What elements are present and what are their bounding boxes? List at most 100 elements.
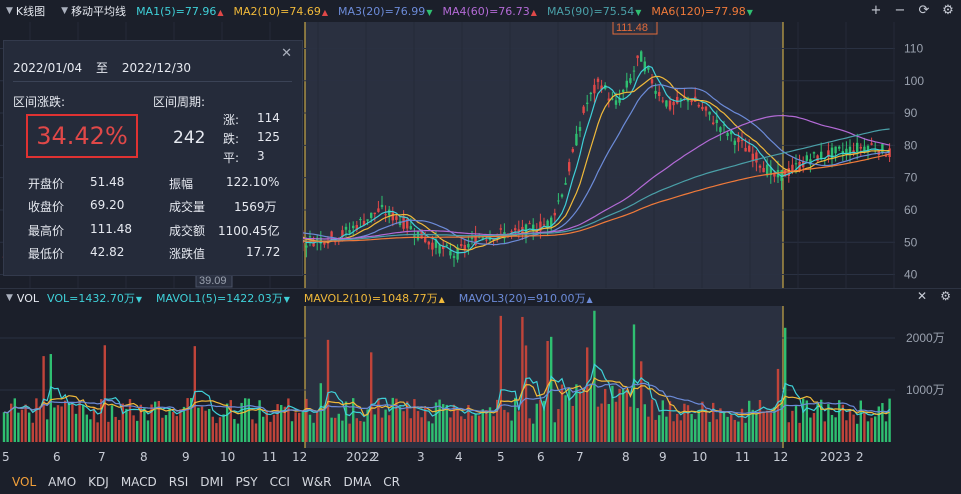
candle bbox=[398, 221, 402, 225]
candle bbox=[370, 212, 373, 218]
volume-legend-item: MAVOL1(5)=1422.03万▼ bbox=[156, 292, 290, 305]
ma-legend-item[interactable]: MA2(10)=74.69▲ bbox=[234, 5, 328, 18]
volume-bar bbox=[676, 413, 679, 442]
volume-bar bbox=[272, 414, 276, 442]
tab-vol[interactable]: VOL bbox=[12, 475, 37, 489]
settings-button[interactable]: ⚙ bbox=[942, 3, 954, 18]
end-date: 2022/12/30 bbox=[121, 61, 192, 75]
volume-bar bbox=[305, 398, 308, 442]
ma-legend-label: MA4(60)=76.73 bbox=[442, 4, 530, 18]
volume-bar bbox=[391, 397, 394, 442]
candle bbox=[679, 98, 682, 100]
ma-legend-item[interactable]: MA3(20)=76.99▼ bbox=[338, 5, 432, 18]
volume-bar bbox=[758, 400, 762, 442]
zoom-in-button[interactable]: + bbox=[870, 3, 882, 18]
volume-bar bbox=[809, 417, 812, 442]
volume-bar bbox=[755, 413, 758, 442]
volume-bar bbox=[233, 419, 236, 442]
volume-bar bbox=[553, 422, 556, 442]
tab-wandr[interactable]: W&R bbox=[301, 475, 332, 489]
tab-cr[interactable]: CR bbox=[383, 475, 401, 489]
volume-bar bbox=[179, 409, 182, 442]
ma-legend-item[interactable]: MA1(5)=77.96▲ bbox=[136, 5, 223, 18]
candle bbox=[384, 214, 387, 216]
candle bbox=[377, 208, 380, 212]
candle bbox=[740, 139, 744, 141]
tab-dma[interactable]: DMA bbox=[343, 475, 372, 489]
candle bbox=[614, 100, 618, 105]
time-axis-label: 11 bbox=[262, 450, 278, 464]
flat-value: 3 bbox=[257, 149, 265, 163]
volume-bar bbox=[38, 406, 42, 442]
volume-bar bbox=[661, 400, 664, 442]
tab-dmi[interactable]: DMI bbox=[200, 475, 224, 489]
volume-bar bbox=[348, 423, 351, 442]
volume-bar bbox=[74, 413, 78, 442]
volume-bar bbox=[719, 408, 722, 442]
candle bbox=[881, 144, 884, 153]
volume-bar bbox=[524, 345, 528, 442]
ma-legend-item[interactable]: MA5(90)=75.54▼ bbox=[547, 5, 641, 18]
volume-bar bbox=[226, 403, 229, 442]
volume-bar bbox=[463, 418, 466, 442]
candle bbox=[848, 146, 852, 155]
volume-chart[interactable]: 2000万 1000万 bbox=[0, 306, 961, 448]
candle bbox=[438, 244, 441, 254]
volume-bar bbox=[600, 403, 603, 442]
time-axis-label: 5 bbox=[2, 450, 10, 464]
indicator-selector[interactable]: ▼ 移动平均线 bbox=[61, 3, 126, 19]
volume-bar bbox=[294, 412, 297, 442]
time-axis: 5 6 7 8 9 10 11 12 2022 2 3 4 5 6 7 8 9 10 11 12 2023 2 bbox=[0, 448, 961, 468]
chevron-down-icon[interactable]: ▼ bbox=[6, 293, 13, 303]
candle bbox=[809, 159, 812, 165]
close-icon[interactable]: ✕ bbox=[281, 46, 292, 61]
arrow-down-icon: ▼ bbox=[635, 7, 642, 17]
tab-amo[interactable]: AMO bbox=[48, 475, 77, 489]
candle bbox=[514, 228, 517, 231]
ma-legend-label: MA2(10)=74.69 bbox=[233, 4, 321, 18]
tab-psy[interactable]: PSY bbox=[235, 475, 258, 489]
volume-bar bbox=[528, 418, 531, 442]
candle bbox=[330, 231, 333, 237]
tab-rsi[interactable]: RSI bbox=[168, 475, 189, 489]
volume-bar bbox=[269, 421, 272, 442]
volume-bar bbox=[229, 400, 232, 442]
volume-bar bbox=[557, 409, 560, 442]
ma-legend-item[interactable]: MA6(120)=77.98▼ bbox=[651, 5, 752, 18]
volume-bar bbox=[395, 398, 398, 442]
tab-macd[interactable]: MACD bbox=[120, 475, 157, 489]
close-icon[interactable]: ✕ bbox=[916, 289, 927, 303]
candle bbox=[492, 239, 495, 241]
candle bbox=[460, 244, 463, 247]
zoom-out-button[interactable]: − bbox=[894, 3, 906, 18]
candle bbox=[618, 97, 621, 103]
high-label: 最高价 bbox=[28, 224, 65, 238]
candle bbox=[406, 219, 409, 229]
chart-type-selector[interactable]: ▼ K线图 bbox=[6, 3, 45, 19]
date-range: 2022/01/04 至 2022/12/30 bbox=[13, 59, 191, 76]
volume-bar bbox=[46, 419, 49, 442]
volume-bar bbox=[647, 416, 650, 442]
tab-cci[interactable]: CCI bbox=[269, 475, 290, 489]
volume-bar bbox=[6, 413, 9, 442]
volume-bar bbox=[564, 395, 567, 442]
volume-bar bbox=[362, 421, 366, 442]
gear-icon[interactable]: ⚙ bbox=[940, 289, 951, 303]
volume-bar bbox=[172, 412, 175, 442]
candle bbox=[557, 200, 560, 202]
volume-bar bbox=[208, 409, 211, 442]
volume-bar bbox=[197, 407, 200, 442]
candle bbox=[323, 241, 326, 245]
candle bbox=[402, 216, 405, 229]
tab-kdj[interactable]: KDJ bbox=[88, 475, 109, 489]
volume-bar bbox=[316, 412, 319, 442]
candle bbox=[730, 130, 733, 135]
volume-bar bbox=[654, 419, 657, 442]
refresh-button[interactable]: ⟳ bbox=[918, 3, 930, 18]
volume-bar bbox=[888, 398, 891, 442]
candle bbox=[766, 164, 769, 176]
candle bbox=[452, 256, 456, 258]
volume-legend-item: MAVOL3(20)=910.00万▲ bbox=[458, 292, 593, 305]
volume-bar bbox=[82, 404, 85, 442]
ma-legend-item[interactable]: MA4(60)=76.73▲ bbox=[442, 5, 536, 18]
